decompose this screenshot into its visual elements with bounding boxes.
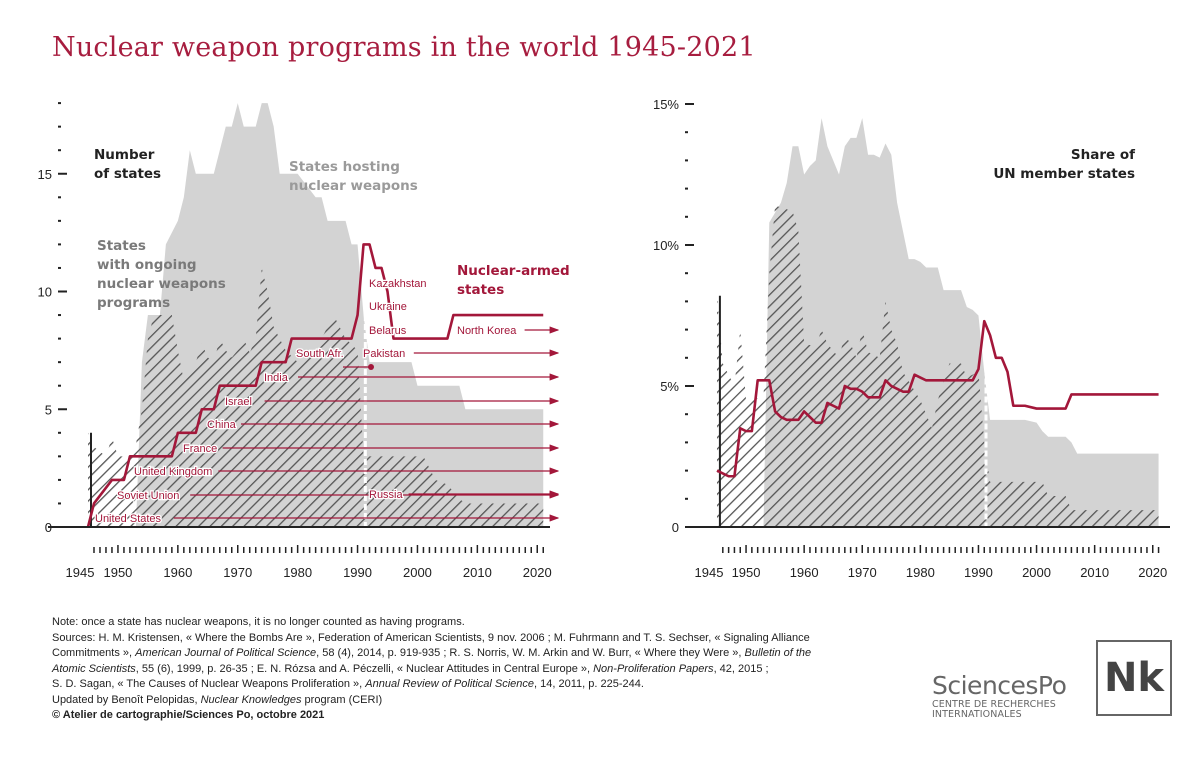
programs-series-label: States [97, 238, 146, 254]
y-tick-label: 0 [672, 520, 679, 535]
y-axis-title: Number of states [94, 147, 161, 182]
footer-text: , 58 (4), 2014, p. 919-935 ; R. S. Norri… [316, 647, 745, 659]
programs-hatched-area [717, 205, 1159, 527]
x-tick-label: 2010 [463, 565, 492, 580]
footer-text: Atomic Scientists [52, 662, 136, 675]
country-label: France [183, 443, 217, 455]
x-tick-label: 1960 [790, 565, 819, 580]
country-label: South Afr. [296, 348, 344, 360]
footer-text: Commitments », [52, 647, 136, 659]
y-tick-label: 10% [653, 238, 679, 253]
nk-logo: Nk [1096, 640, 1172, 716]
x-tick-label: 2000 [1022, 565, 1051, 580]
x-tick-label: 2010 [1080, 565, 1109, 580]
share-series-label: Share of [1071, 147, 1135, 163]
country-label: North Korea [457, 325, 517, 337]
x-tick-label: 1945 [695, 565, 724, 580]
y-axis-title-line: Number [94, 147, 155, 163]
y-tick-label: 5% [660, 379, 679, 394]
share-series-label: UN member states [993, 166, 1135, 182]
footer-line: Updated by Benoît Pelopidas, Nuclear Kno… [52, 693, 872, 709]
footer-line: © Atelier de cartographie/Sciences Po, o… [52, 708, 872, 724]
country-label: United Kingdom [134, 466, 212, 478]
footer-line: S. D. Sagan, « The Causes of Nuclear Wea… [52, 677, 872, 693]
footer-text: S. D. Sagan, « The Causes of Nuclear Wea… [52, 678, 366, 690]
footer-text: , 55 (6), 1999, p. 26-35 ; E. N. Rózsa a… [135, 662, 594, 675]
y-tick-label: 5 [45, 402, 52, 417]
footer-text: Annual Review of Political Science [365, 678, 535, 690]
x-tick-label: 1950 [732, 565, 761, 580]
footer-text: program (CERI) [301, 693, 383, 706]
y-tick-label: 15% [653, 97, 679, 112]
footer-text: , 14, 2011, p. 225-244. [534, 678, 644, 690]
country-label: India [264, 372, 289, 384]
footer-text: Note: once a state has nuclear weapons, … [52, 616, 465, 628]
country-label: Russia [369, 489, 404, 501]
footer-text: © Atelier de cartographie/Sciences Po, o… [52, 709, 325, 721]
nuclear-armed-series-label: states [457, 282, 504, 298]
sciencespo-logo-name: SciencesPo [932, 671, 1067, 700]
footer-text: Non-Proliferation Papers [593, 662, 714, 675]
x-tick-label: 2020 [523, 565, 552, 580]
sciencespo-logo: SciencesPo CENTRE DE RECHERCHES INTERNAT… [932, 671, 1067, 720]
country-label: Ukraine [369, 301, 407, 313]
footer-line: Sources: H. M. Kristensen, « Where the B… [52, 631, 872, 647]
right-chart-share-un: 0 5% 10% 15% 1945 1950 1960 1970 1980 1990 2000 201… [653, 97, 1170, 580]
hosting-series-label: States hosting [289, 159, 400, 175]
x-tick-label: 1970 [848, 565, 877, 580]
sciencespo-logo-sub1: CENTRE DE RECHERCHES [932, 699, 1056, 710]
sciencespo-logo-sub2: INTERNATIONALES [932, 709, 1022, 720]
programs-series-label: with ongoing [97, 257, 197, 273]
country-label: Israel [225, 396, 252, 408]
country-label: Belarus [369, 325, 407, 337]
footer-text: Updated by Benoît Pelopidas, [52, 693, 201, 706]
programs-hatched-area [88, 267, 544, 527]
x-tick-label: 1980 [283, 565, 312, 580]
x-tick-label: 2020 [1138, 565, 1167, 580]
footer-line: Atomic Scientists, 55 (6), 1999, p. 26-3… [52, 662, 872, 678]
country-label: Soviet Union [117, 490, 179, 502]
country-label: Kazakhstan [369, 278, 426, 290]
footer-line: Note: once a state has nuclear weapons, … [52, 615, 872, 631]
page-title: Nuclear weapon programs in the world 194… [52, 32, 756, 63]
nuclear-armed-line [86, 243, 544, 528]
y-tick-label: 0 [45, 520, 52, 535]
x-tick-label: 2000 [403, 565, 432, 580]
footer-line: Commitments », American Journal of Polit… [52, 646, 872, 662]
programs-series-label: programs [97, 295, 170, 311]
y-tick-label: 15 [38, 167, 52, 182]
footer-notes: Note: once a state has nuclear weapons, … [52, 615, 872, 724]
y-axis-title-line: of states [94, 166, 161, 182]
footer-text: Bulletin of the [744, 647, 812, 659]
nuclear-armed-series-label: Nuclear-armed [457, 263, 570, 279]
south-africa-end-dot [368, 364, 374, 370]
x-tick-label: 1970 [223, 565, 252, 580]
country-label: Pakistan [363, 348, 405, 360]
x-tick-label: 1980 [906, 565, 935, 580]
x-tick-label: 1990 [964, 565, 993, 580]
y-tick-label: 10 [38, 285, 52, 300]
left-chart-number-of-states: 0 5 10 15 1945 1950 1960 1970 1980 1990 2000 2010 20… [38, 102, 570, 580]
footer-text: American Journal of Political Science [135, 647, 317, 659]
x-tick-label: 1950 [103, 565, 132, 580]
footer-text: Nuclear Knowledges [200, 693, 302, 706]
hosting-series-label: nuclear weapons [289, 178, 418, 194]
x-tick-label: 1990 [343, 565, 372, 580]
country-label: China [207, 419, 237, 431]
x-tick-label: 1960 [163, 565, 192, 580]
footer-text: , 42, 2015 ; [713, 662, 769, 675]
footer-text: Sources: H. M. Kristensen, « Where the B… [52, 631, 810, 644]
x-tick-label: 1945 [66, 565, 95, 580]
programs-series-label: nuclear weapons [97, 276, 226, 292]
country-label: United States [95, 513, 162, 525]
